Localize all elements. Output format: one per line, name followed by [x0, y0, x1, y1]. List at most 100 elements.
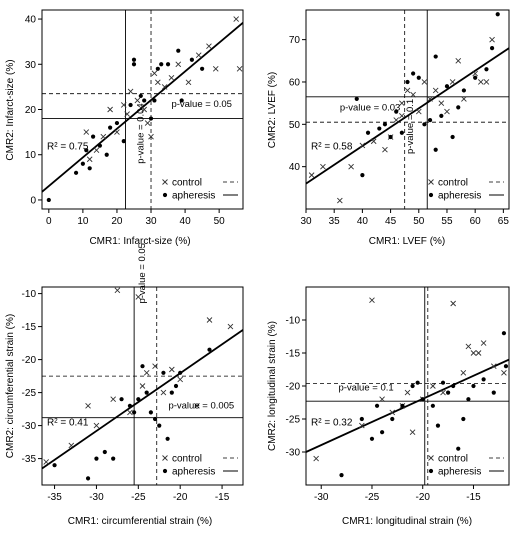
apheresis-point	[450, 134, 455, 140]
control-point-stroke	[337, 197, 343, 204]
y-tick-label: 40	[25, 15, 37, 26]
control-point	[369, 297, 375, 304]
apheresis-point	[144, 390, 149, 395]
apheresis-point	[501, 331, 507, 336]
control-point-stroke	[475, 350, 482, 356]
control-point	[421, 79, 428, 85]
panel-1: 0 10 20 30 40 50 0 10 20 30 40 CMR1: Infarct-size (…	[5, 9, 244, 247]
apheresis-point	[433, 54, 438, 59]
control-point	[440, 389, 446, 396]
control-point	[161, 84, 168, 90]
apheresis-point	[178, 370, 183, 375]
apheresis-point	[169, 390, 174, 395]
x-tick-label: 50	[413, 216, 425, 227]
apheresis-point	[142, 98, 147, 103]
x-tick-label: -30	[314, 492, 329, 503]
apheresis-point	[128, 102, 133, 108]
control-point	[127, 409, 133, 416]
apheresis-point	[415, 380, 420, 385]
control-point	[455, 57, 462, 64]
apheresis-point	[80, 161, 85, 166]
control-point-stroke	[212, 65, 219, 72]
legend-control-label: control	[172, 454, 202, 465]
apheresis-point	[365, 130, 371, 135]
apheresis-point	[136, 397, 141, 402]
legend-control-marker	[428, 179, 434, 185]
legend-marker-stroke	[162, 179, 168, 185]
y-tick-label: 30	[25, 60, 37, 71]
apheresis-point	[471, 383, 476, 389]
control-point	[404, 389, 411, 396]
apheresis-point	[91, 134, 96, 139]
y-tick-label: 20	[25, 105, 37, 116]
control-point	[152, 363, 158, 370]
control-point	[195, 52, 202, 59]
control-point	[114, 129, 120, 135]
p-value-label: p-value = 0.005	[168, 400, 234, 411]
apheresis-point	[456, 446, 461, 451]
control-point	[399, 113, 405, 119]
panel-4: -30 -25 -20 -15 -30 -25 -20 -15 -10 CMR1: longitu…	[267, 286, 510, 527]
apheresis-point	[473, 75, 478, 80]
control-point-stroke	[421, 79, 428, 85]
control-point-stroke	[450, 300, 456, 307]
control-point	[359, 142, 366, 149]
apheresis-point	[489, 46, 495, 51]
control-point	[483, 79, 490, 85]
apheresis-point	[161, 370, 166, 375]
y-tick-label: -20	[22, 355, 37, 366]
control-point	[68, 442, 75, 449]
control-point	[489, 36, 495, 43]
control-point-stroke	[430, 383, 436, 389]
y-tick-label: 40	[289, 162, 301, 173]
apheresis-point	[85, 476, 91, 481]
apheresis-point	[439, 113, 444, 118]
apheresis-point	[87, 166, 92, 171]
control-point-stroke	[438, 100, 445, 106]
control-point-stroke	[175, 61, 182, 68]
control-point-stroke	[83, 129, 90, 135]
x-tick-label: 20	[111, 216, 123, 227]
x-tick-label: 50	[214, 216, 226, 227]
x-tick-label: 45	[385, 216, 397, 227]
apheresis-point	[435, 423, 441, 428]
r-squared-label: R² = 0.58	[311, 141, 353, 152]
control-point	[168, 75, 175, 81]
legend-control-label: control	[172, 178, 202, 189]
plot-frame	[305, 286, 510, 486]
x-axis-label: CMR1: Infarct-size (%)	[89, 236, 190, 247]
control-point	[110, 396, 117, 403]
y-tick-label: -20	[286, 382, 301, 393]
legend-apheresis-marker	[162, 192, 168, 198]
apheresis-point	[339, 473, 344, 478]
control-point-stroke	[143, 369, 150, 376]
apheresis-point	[159, 62, 164, 67]
control-point	[85, 402, 91, 409]
apheresis-point	[102, 449, 107, 455]
control-point-stroke	[43, 459, 50, 465]
apheresis-point	[148, 410, 153, 415]
control-point	[461, 96, 467, 102]
control-point	[124, 111, 130, 117]
control-point	[449, 79, 456, 85]
control-point-stroke	[68, 442, 75, 449]
control-point	[477, 79, 484, 85]
apheresis-point	[456, 105, 461, 110]
control-point	[168, 366, 175, 373]
control-point-stroke	[465, 343, 472, 350]
y-tick-label: -10	[286, 316, 301, 327]
control-point-stroke	[410, 91, 416, 98]
r-squared-label: R² = 0.32	[311, 418, 353, 429]
legend-apheresis-label: apheresis	[438, 467, 481, 478]
control-point	[233, 16, 240, 22]
apheresis-point	[433, 147, 438, 152]
apheresis-point	[416, 75, 421, 80]
control-point-stroke	[124, 111, 130, 117]
y-tick-label: -30	[22, 421, 37, 432]
y-axis-label: CMR2: longitudinal strain (%)	[267, 321, 278, 451]
y-tick-label: -35	[22, 454, 37, 465]
apheresis-point	[390, 416, 395, 422]
control-point-stroke	[148, 133, 154, 140]
legend-marker-stroke	[162, 455, 168, 461]
